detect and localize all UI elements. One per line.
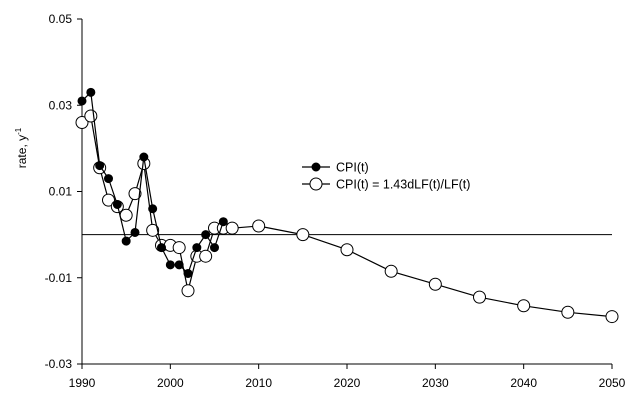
y-tick-label: -0.01 [45, 271, 73, 285]
y-tick-label: 0.01 [49, 185, 73, 199]
data-point-filled [112, 199, 122, 209]
x-tick-labels: 1990 2000 2010 2020 2030 2040 2050 [69, 376, 626, 390]
legend: CPI(t) CPI(t) = 1.43dLF(t)/LF(t) [302, 161, 470, 192]
data-point-filled [218, 217, 228, 227]
data-point-filled [148, 204, 158, 214]
data-point-open [146, 223, 160, 237]
series-cpi [77, 87, 228, 278]
data-point-open [102, 193, 115, 207]
legend-label: CPI(t) [336, 161, 369, 175]
data-point-filled [157, 243, 166, 253]
x-tick-label: 1990 [69, 376, 96, 390]
x-tick-label: 2000 [157, 376, 184, 390]
data-point-filled [121, 236, 131, 246]
data-point-open [172, 241, 186, 255]
data-point-filled [130, 227, 140, 237]
data-point-open [384, 264, 398, 278]
series-line [81, 114, 613, 318]
data-point-filled [165, 260, 175, 270]
data-point-open [84, 109, 98, 123]
data-point-open [119, 208, 133, 222]
y-tick-label: 0.03 [49, 98, 73, 112]
data-point-open [75, 116, 89, 129]
data-point-open [561, 305, 575, 319]
data-point-open [473, 290, 486, 304]
legend-label: CPI(t) = 1.43dLF(t)/LF(t) [336, 178, 470, 192]
y-tick-labels: 0.05 0.03 0.01 -0.01 -0.03 [45, 12, 73, 371]
data-point-filled [210, 243, 219, 253]
data-point-filled [192, 243, 202, 253]
data-point-open [517, 299, 531, 313]
data-point-filled [104, 174, 113, 184]
data-point-filled [86, 87, 96, 97]
data-point-filled [183, 268, 193, 278]
data-point-filled [77, 96, 87, 106]
data-point-open [181, 284, 195, 298]
x-tick-label: 2040 [510, 376, 537, 390]
series-layer [75, 87, 619, 324]
legend-marker [309, 177, 323, 191]
data-point-open [252, 219, 266, 233]
data-point-open [199, 249, 213, 263]
y-tick-label: -0.03 [45, 357, 73, 371]
data-point-open [296, 228, 310, 242]
data-point-filled [95, 161, 105, 171]
legend-marker [311, 162, 321, 172]
data-point-filled [174, 260, 184, 270]
x-tick-label: 2030 [422, 376, 449, 390]
tick-marks [77, 18, 613, 369]
y-axis-label: rate, y-1 [14, 127, 29, 168]
legend-item: CPI(t) = 1.43dLF(t)/LF(t) [302, 177, 470, 192]
data-point-open [428, 277, 442, 291]
x-tick-label: 2050 [599, 376, 626, 390]
data-point-filled [139, 152, 149, 162]
data-point-open [605, 310, 619, 324]
data-point-open [340, 243, 354, 257]
y-tick-label: 0.05 [49, 12, 73, 26]
x-tick-label: 2010 [245, 376, 272, 390]
legend-item: CPI(t) [302, 161, 369, 175]
data-point-open [128, 187, 142, 201]
series-cpi-model [75, 109, 619, 324]
data-point-open [225, 221, 239, 235]
x-tick-label: 2020 [334, 376, 361, 390]
data-point-filled [201, 230, 211, 240]
